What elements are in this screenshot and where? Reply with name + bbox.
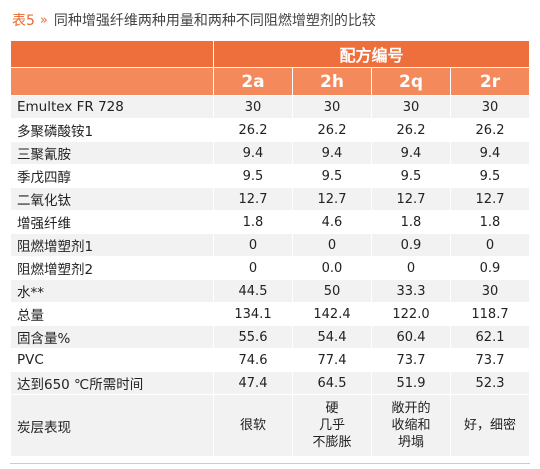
chevron-icon: » xyxy=(39,12,48,28)
column-header: 2r xyxy=(449,67,531,96)
table-cell: 77.4 xyxy=(292,348,372,372)
table-cell: 122.0 xyxy=(371,302,451,326)
table-cell: 73.7 xyxy=(449,348,531,372)
column-header: 2a xyxy=(213,67,293,96)
row-label: 二氧化钛 xyxy=(10,187,214,211)
table-cell: 73.7 xyxy=(371,348,451,372)
table-row: 阻燃增塑剂1 0 0 0.9 0 xyxy=(10,233,531,257)
table-cell: 好，细密 xyxy=(449,394,531,457)
table-cell: 50 xyxy=(292,279,372,303)
table-row-char-layer: 炭层表现 很软硬 几乎 不膨胀 敞开的 收缩和 坍塌 好，细密 xyxy=(10,394,531,457)
table-row: 增强纤维 1.8 4.6 1.8 1.8 xyxy=(10,210,531,234)
table-cell: 0 xyxy=(213,256,293,280)
table-row: 固含量% 55.6 54.4 60.4 62.1 xyxy=(10,325,531,349)
table-row: 季戊四醇 9.5 9.5 9.5 9.5 xyxy=(10,164,531,188)
table-cell: 51.9 xyxy=(371,371,451,395)
table-cell: 26.2 xyxy=(213,118,293,142)
table-cell: 30 xyxy=(213,95,293,119)
row-label: 总量 xyxy=(10,302,214,326)
table-cell: 52.3 xyxy=(449,371,531,395)
table-cell: 0.9 xyxy=(371,233,451,257)
table-row: 多聚磷酸铵1 26.2 26.2 26.2 26.2 xyxy=(10,118,531,142)
table-cell: 118.7 xyxy=(449,302,531,326)
table-row: 三聚氰胺 9.4 9.4 9.4 9.4 xyxy=(10,141,531,165)
formulation-table: 配方编号 2a 2h 2q 2r Emultex FR 728 30 30 30 30 多… xyxy=(10,40,531,457)
table-cell: 44.5 xyxy=(213,279,293,303)
table-cell: 26.2 xyxy=(292,118,372,142)
table-cell: 33.3 xyxy=(371,279,451,303)
table-cell: 1.8 xyxy=(213,210,293,234)
table-cell: 47.4 xyxy=(213,371,293,395)
table-cell: 0 xyxy=(449,233,531,257)
table-cell: 26.2 xyxy=(449,118,531,142)
table-row: Emultex FR 728 30 30 30 30 xyxy=(10,95,531,119)
table-cell: 12.7 xyxy=(213,187,293,211)
table-cell: 12.7 xyxy=(371,187,451,211)
row-label: 阻燃增塑剂1 xyxy=(10,233,214,257)
table-cell: 1.8 xyxy=(449,210,531,234)
table-cell: 0.0 xyxy=(292,256,372,280)
table-number: 表5 xyxy=(12,13,35,29)
table-cell: 9.4 xyxy=(449,141,531,165)
table-cell: 60.4 xyxy=(371,325,451,349)
row-label: PVC xyxy=(10,348,214,372)
table-cell: 很软 xyxy=(213,394,293,457)
header-corner xyxy=(10,40,214,68)
table-row: PVC 74.6 77.4 73.7 73.7 xyxy=(10,348,531,372)
table-cell: 9.4 xyxy=(292,141,372,165)
table-cell: 9.5 xyxy=(213,164,293,188)
table-row: 水** 44.5 50 33.3 30 xyxy=(10,279,531,303)
table-row: 阻燃增塑剂2 0 0.0 0 0.9 xyxy=(10,256,531,280)
table-cell: 142.4 xyxy=(292,302,372,326)
row-label: 增强纤维 xyxy=(10,210,214,234)
table-cell: 62.1 xyxy=(449,325,531,349)
table-cell: 敞开的 收缩和 坍塌 xyxy=(371,394,451,457)
table-cell: 0 xyxy=(371,256,451,280)
row-label: 阻燃增塑剂2 xyxy=(10,256,214,280)
row-label: 水** xyxy=(10,279,214,303)
table-cell: 54.4 xyxy=(292,325,372,349)
table-cell: 26.2 xyxy=(371,118,451,142)
header-corner-2 xyxy=(10,67,214,96)
table-cell: 30 xyxy=(449,279,531,303)
table-cell: 74.6 xyxy=(213,348,293,372)
table-row: 二氧化钛 12.7 12.7 12.7 12.7 xyxy=(10,187,531,211)
table-cell: 30 xyxy=(449,95,531,119)
table-cell: 9.5 xyxy=(292,164,372,188)
table-cell: 0.9 xyxy=(449,256,531,280)
table-cell: 30 xyxy=(371,95,451,119)
row-label: 固含量% xyxy=(10,325,214,349)
table-row: 总量 134.1 142.4 122.0 118.7 xyxy=(10,302,531,326)
column-header: 2q xyxy=(371,67,451,96)
table-cell: 12.7 xyxy=(292,187,372,211)
table-cell: 硬 几乎 不膨胀 xyxy=(292,394,372,457)
row-label: 三聚氰胺 xyxy=(10,141,214,165)
table-cell: 9.5 xyxy=(371,164,451,188)
row-label: 达到650 ℃所需时间 xyxy=(10,371,214,395)
table-cell: 134.1 xyxy=(213,302,293,326)
table-cell: 64.5 xyxy=(292,371,372,395)
bottom-divider xyxy=(10,463,530,464)
table-cell: 12.7 xyxy=(449,187,531,211)
row-label: 多聚磷酸铵1 xyxy=(10,118,214,142)
table-cell: 55.6 xyxy=(213,325,293,349)
table-cell: 4.6 xyxy=(292,210,372,234)
row-label: 炭层表现 xyxy=(10,394,214,457)
table-cell: 0 xyxy=(213,233,293,257)
table-cell: 1.8 xyxy=(371,210,451,234)
group-header: 配方编号 xyxy=(212,40,531,68)
table-cell: 30 xyxy=(292,95,372,119)
table-caption: 表5 » 同种增强纤维两种用量和两种不同阻燃增塑剂的比较 xyxy=(12,9,376,31)
column-header: 2h xyxy=(292,67,372,96)
table-row: 达到650 ℃所需时间 47.4 64.5 51.9 52.3 xyxy=(10,371,531,395)
row-label: 季戊四醇 xyxy=(10,164,214,188)
table-cell: 9.5 xyxy=(449,164,531,188)
table-cell: 9.4 xyxy=(213,141,293,165)
table-title: 同种增强纤维两种用量和两种不同阻燃增塑剂的比较 xyxy=(53,13,376,29)
table-cell: 0 xyxy=(292,233,372,257)
row-label: Emultex FR 728 xyxy=(10,95,214,119)
table-cell: 9.4 xyxy=(371,141,451,165)
